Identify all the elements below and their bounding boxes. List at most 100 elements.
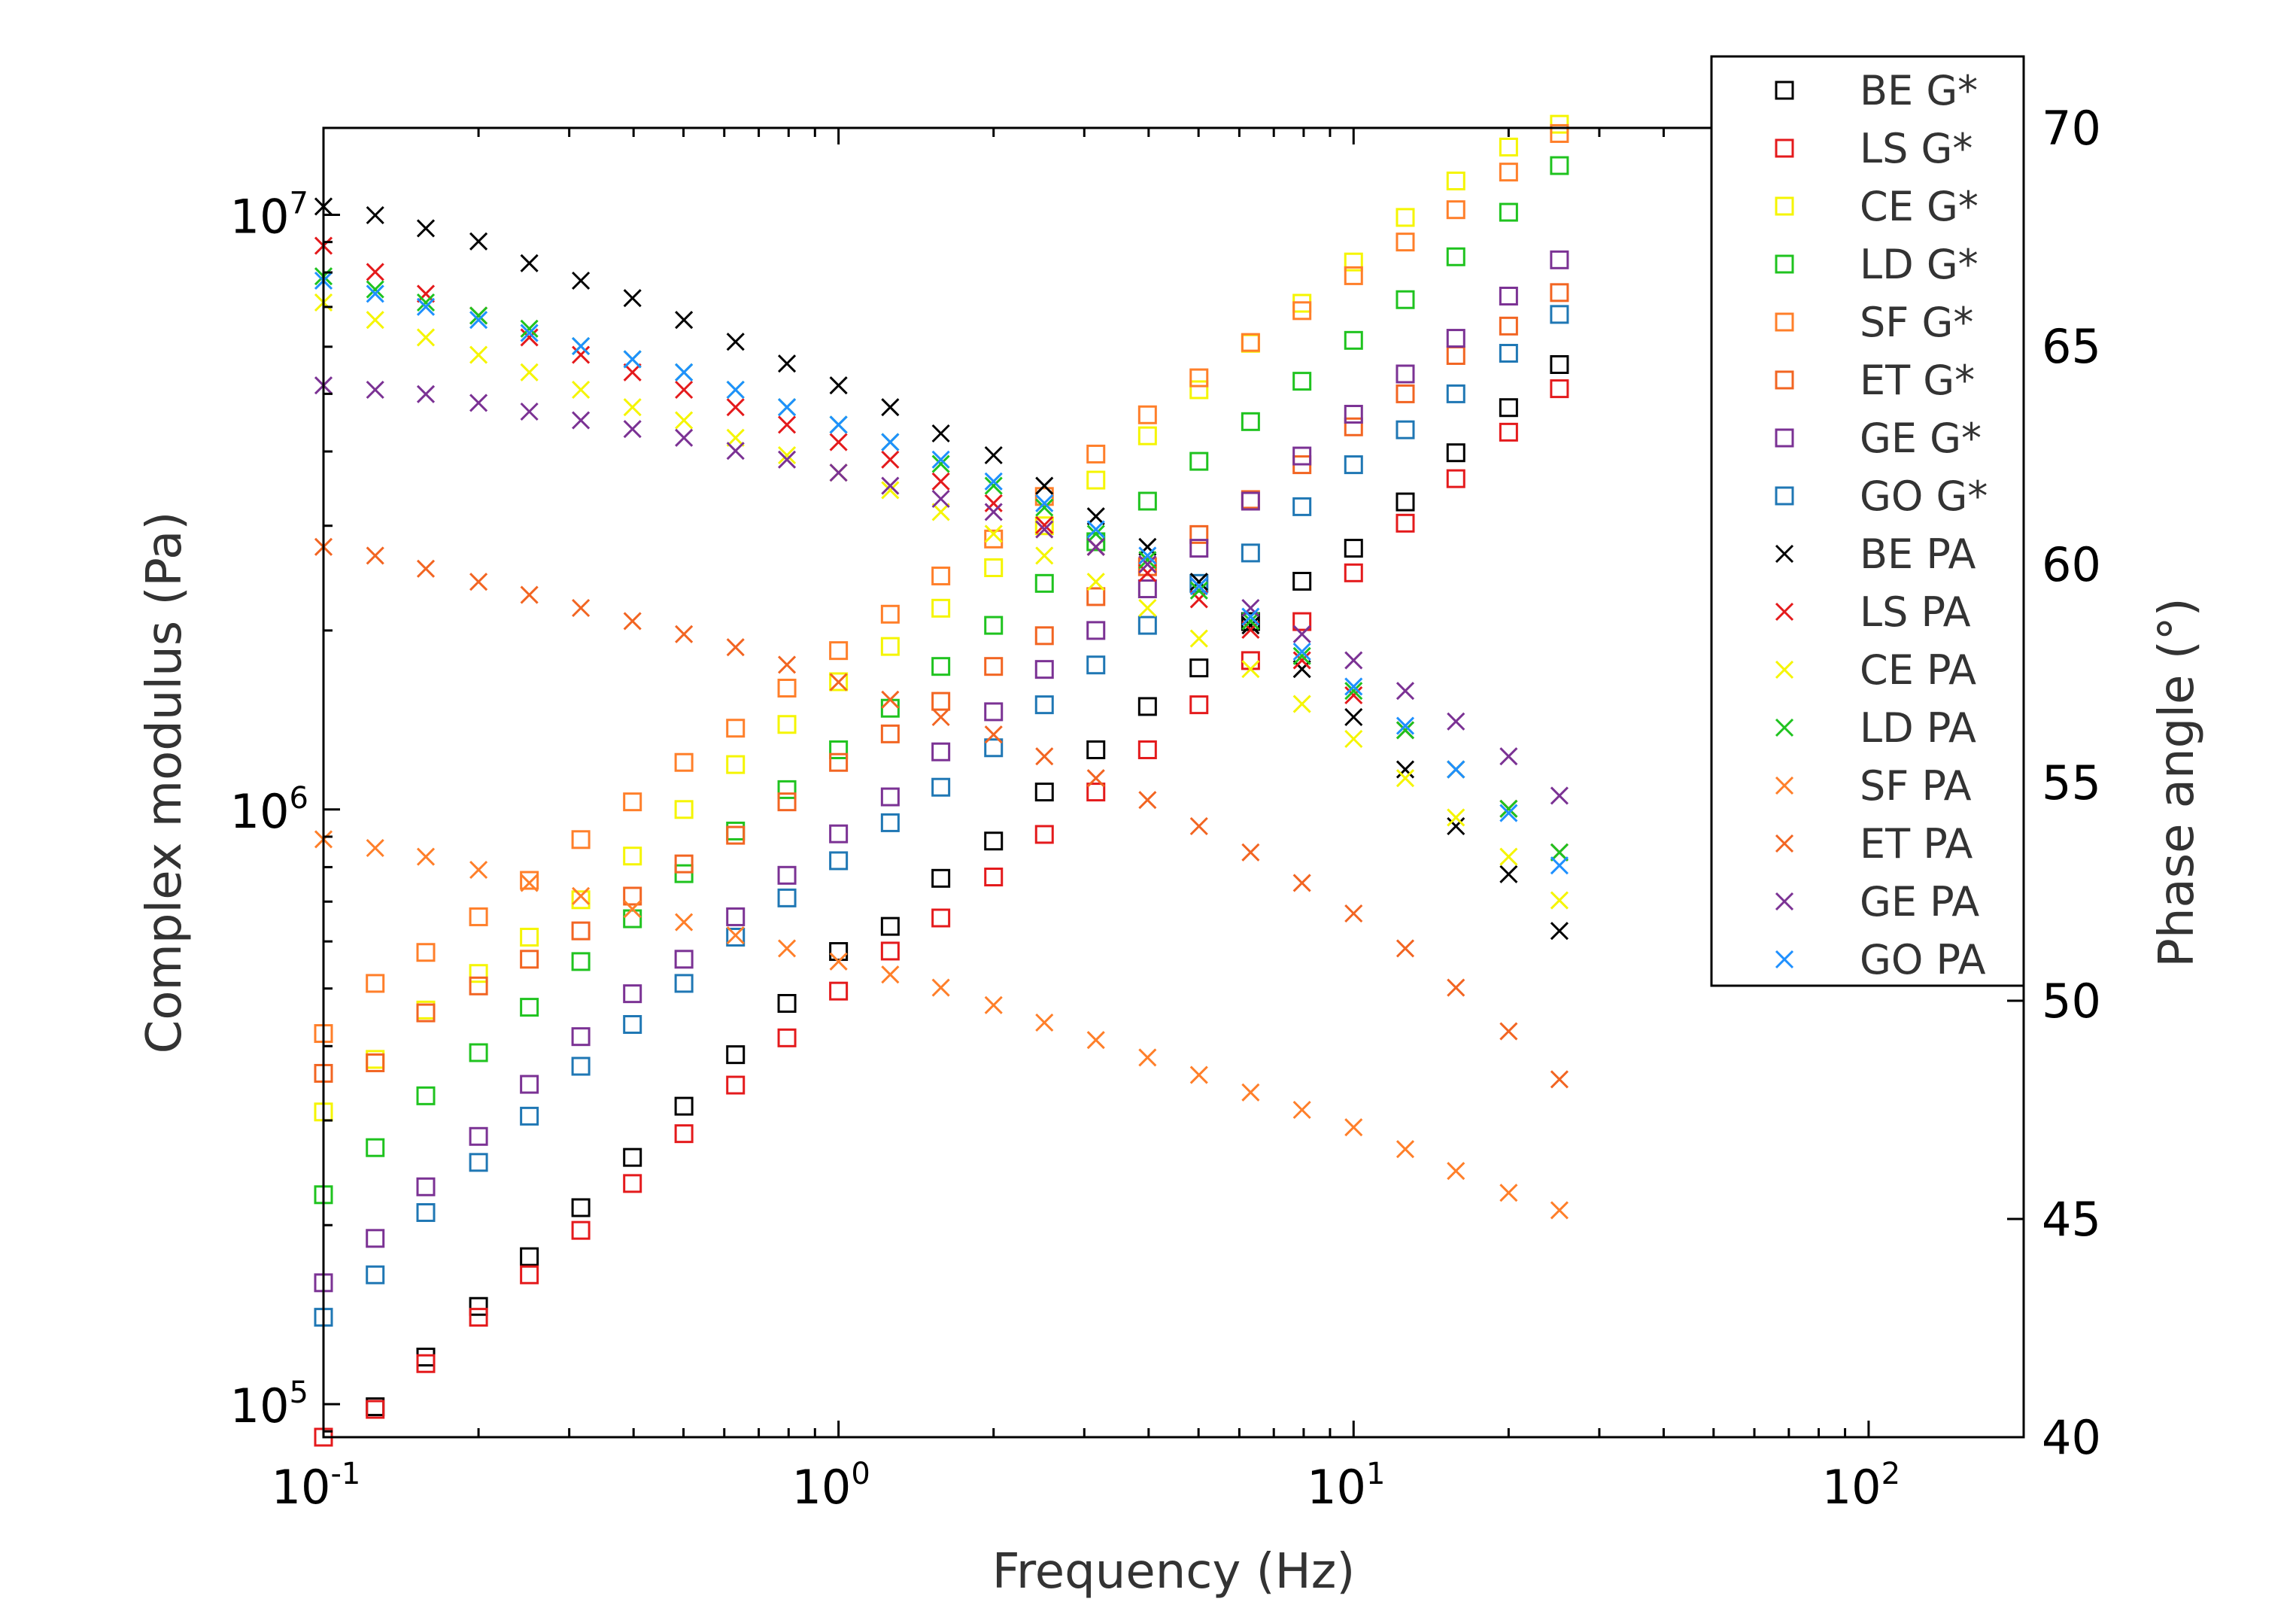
- data-point: [675, 625, 694, 643]
- data-point: [1550, 305, 1569, 324]
- data-point: [1292, 646, 1311, 665]
- data-point: [777, 715, 797, 734]
- data-point: [1447, 808, 1465, 827]
- data-point: [416, 328, 436, 347]
- data-point: [1189, 380, 1209, 400]
- legend-label: LS PA: [1860, 588, 1971, 636]
- data-point: [571, 952, 591, 971]
- data-point: [366, 838, 384, 858]
- data-point: [520, 328, 539, 347]
- data-point: [520, 363, 539, 381]
- legend-item: GE PA: [1775, 878, 1979, 926]
- legend-marker: [1775, 602, 1794, 622]
- data-point: [1396, 384, 1415, 403]
- data-point: [726, 638, 745, 657]
- legend-marker: [1775, 544, 1794, 564]
- legend-item: LS PA: [1775, 588, 1971, 636]
- data-point: [623, 363, 642, 381]
- data-point: [880, 813, 900, 832]
- data-point: [984, 494, 1003, 512]
- data-point: [1241, 491, 1260, 511]
- data-point: [1241, 1083, 1260, 1102]
- legend-label: CE PA: [1860, 646, 1976, 694]
- data-point: [1241, 843, 1260, 862]
- data-point: [1241, 651, 1260, 670]
- legend-marker: [1775, 81, 1794, 100]
- data-point: [366, 284, 384, 303]
- data-point: [416, 1354, 436, 1373]
- data-point: [829, 752, 849, 772]
- data-point: [1344, 563, 1363, 582]
- data-point: [520, 254, 539, 272]
- data-point: [777, 354, 797, 373]
- data-point: [1189, 368, 1209, 388]
- data-point: [674, 1096, 694, 1116]
- data-point: [469, 1296, 488, 1316]
- data-point: [1344, 266, 1363, 285]
- data-point: [1550, 786, 1569, 805]
- data-point: [726, 333, 745, 351]
- data-point: [1499, 202, 1518, 222]
- data-point: [1138, 598, 1157, 618]
- y2-tick-label: 55: [2042, 755, 2101, 810]
- data-point: [1035, 476, 1054, 495]
- data-point: [1035, 747, 1054, 766]
- data-point: [366, 1265, 385, 1284]
- legend-label: GE PA: [1860, 878, 1979, 926]
- data-point: [1396, 682, 1415, 701]
- data-point: [674, 974, 694, 993]
- data-point: [469, 964, 488, 983]
- data-point: [675, 311, 694, 330]
- data-point: [416, 297, 436, 316]
- data-point: [1446, 345, 1465, 365]
- data-point: [1189, 576, 1208, 596]
- data-point: [1446, 247, 1465, 266]
- data-point: [1499, 799, 1518, 818]
- data-point: [623, 1147, 642, 1167]
- data-point: [572, 271, 591, 290]
- data-point: [984, 831, 1004, 851]
- data-point: [1446, 200, 1465, 220]
- data-point: [881, 690, 900, 709]
- data-point: [1241, 612, 1260, 631]
- data-point: [623, 847, 642, 866]
- y2-tick-label: 40: [2042, 1410, 2101, 1465]
- data-point: [1499, 137, 1518, 157]
- data-point: [1138, 791, 1157, 810]
- data-point: [623, 398, 642, 417]
- data-point: [1292, 571, 1312, 591]
- data-point: [1086, 621, 1106, 640]
- data-point: [1241, 333, 1260, 352]
- data-point: [1550, 1070, 1569, 1089]
- data-point: [520, 998, 539, 1017]
- data-point: [520, 402, 539, 421]
- data-point: [1344, 677, 1363, 696]
- series-ce-g-: [314, 114, 1569, 1122]
- data-point: [469, 860, 488, 880]
- data-point: [1396, 364, 1415, 384]
- legend-marker: [1775, 892, 1794, 911]
- data-point: [726, 926, 745, 945]
- legend-item: ET G*: [1775, 357, 1975, 404]
- data-point: [1292, 695, 1311, 713]
- data-point: [469, 1308, 488, 1327]
- series-go-pa: [314, 271, 1569, 875]
- data-point: [829, 376, 848, 395]
- data-point: [623, 792, 642, 812]
- data-point: [984, 702, 1004, 722]
- data-point: [1086, 444, 1106, 464]
- series-be-g-: [314, 354, 1569, 1447]
- data-point: [1447, 816, 1465, 836]
- data-point: [416, 219, 436, 238]
- data-point: [1035, 515, 1054, 534]
- legend-label: CE G*: [1860, 183, 1979, 230]
- data-point: [881, 433, 900, 451]
- data-point: [829, 641, 849, 661]
- data-point: [1499, 316, 1518, 336]
- data-point: [416, 293, 436, 312]
- data-point: [726, 442, 745, 460]
- series-sf-pa: [314, 830, 1569, 1220]
- data-point: [1499, 847, 1518, 866]
- data-point: [520, 1074, 539, 1094]
